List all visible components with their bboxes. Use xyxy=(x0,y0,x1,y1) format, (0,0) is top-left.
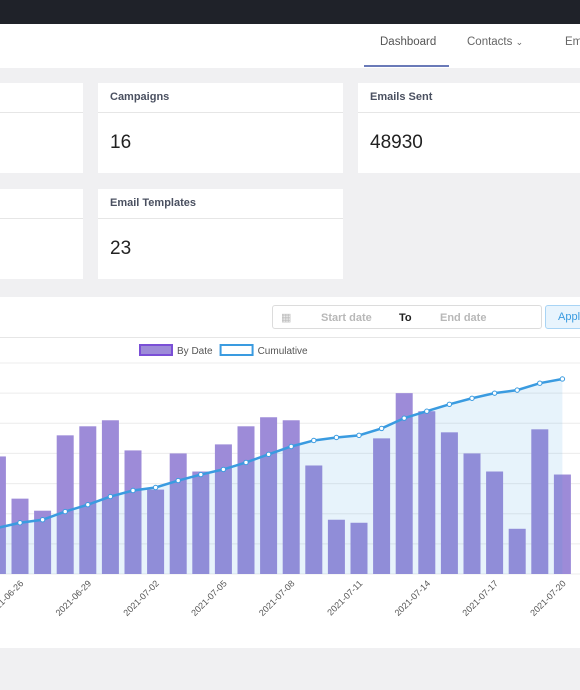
bar xyxy=(531,429,549,574)
bar xyxy=(79,426,97,574)
bar xyxy=(0,456,6,574)
line-point xyxy=(130,487,136,494)
chart: By Date Cumulative 2021-06-26 2021-06-29 202… xyxy=(0,344,580,618)
bar xyxy=(486,471,504,574)
bar xyxy=(395,393,413,574)
card: Emails Sent 48930 xyxy=(358,83,580,173)
nav-item[interactable]: Contacts ⌄ xyxy=(467,36,523,48)
card-value: 16 xyxy=(110,132,132,153)
card xyxy=(0,83,83,173)
bar xyxy=(373,438,391,574)
calendar-icon: ▦ xyxy=(281,312,292,324)
bar xyxy=(124,450,142,574)
x-tick-label: 2021-07-02 xyxy=(121,578,161,618)
bar xyxy=(463,453,481,574)
card-value: 23 xyxy=(110,238,132,259)
x-tick-label: 2021-07-11 xyxy=(325,578,364,617)
line xyxy=(0,377,563,529)
line-point xyxy=(401,415,407,421)
line-point xyxy=(491,390,498,396)
x-tick-label: 2021-06-29 xyxy=(54,578,94,618)
line-point xyxy=(152,484,159,491)
nav-item[interactable]: Em xyxy=(565,36,580,48)
line-point xyxy=(265,451,272,458)
bar xyxy=(56,435,74,574)
legend-label: By Date xyxy=(177,346,213,357)
legend-swatch xyxy=(219,344,254,356)
card-value: 48930 xyxy=(370,132,423,153)
bar xyxy=(282,420,300,574)
card-header xyxy=(0,83,83,113)
line-point xyxy=(17,520,23,526)
line-point xyxy=(39,517,46,523)
nav-bar xyxy=(0,24,580,68)
line-point xyxy=(107,493,114,500)
line-point xyxy=(356,432,362,439)
bar xyxy=(305,465,323,574)
card-title: Email Templates xyxy=(98,189,343,219)
line-point xyxy=(62,508,68,515)
bar xyxy=(327,519,345,574)
bar xyxy=(350,522,368,574)
line-point xyxy=(198,471,204,478)
card: Email Templates 23 xyxy=(98,189,343,279)
bar xyxy=(508,528,526,574)
top-bar xyxy=(0,0,580,24)
line-point xyxy=(175,477,181,484)
card-title: Emails Sent xyxy=(358,83,580,113)
bar xyxy=(553,474,571,574)
bar xyxy=(440,432,458,574)
x-tick-label: 2021-06-26 xyxy=(0,578,25,618)
line-point xyxy=(288,443,294,450)
x-tick-label: 2021-07-08 xyxy=(257,578,297,618)
line-point xyxy=(424,408,430,414)
line-point xyxy=(537,380,543,386)
bar xyxy=(214,444,232,574)
bar xyxy=(169,453,187,574)
line-point xyxy=(333,434,340,441)
bar xyxy=(147,489,165,574)
x-tick-label: 2021-07-20 xyxy=(528,578,568,618)
line-point xyxy=(243,459,249,466)
range-separator: To xyxy=(399,312,412,324)
line-point xyxy=(220,466,227,473)
line-point xyxy=(469,395,475,401)
nav-label: Contacts xyxy=(467,36,513,48)
start-date[interactable]: Start date xyxy=(321,312,372,324)
x-tick-label: 2021-07-14 xyxy=(393,578,433,618)
legend-label: Cumulative xyxy=(258,346,308,357)
divider xyxy=(0,337,580,338)
card-title: Campaigns xyxy=(98,83,343,113)
line-point xyxy=(85,501,91,508)
bar xyxy=(192,471,210,574)
apply-button[interactable]: Apply xyxy=(545,305,580,329)
card-header xyxy=(0,189,83,219)
line-point xyxy=(378,425,385,432)
line-point xyxy=(446,401,453,407)
bar xyxy=(34,510,52,574)
legend-swatch xyxy=(139,344,173,356)
date-range[interactable]: ▦ Start date To End date xyxy=(272,305,542,329)
x-tick-label: 2021-07-17 xyxy=(460,578,500,618)
line-point xyxy=(559,376,566,382)
dropdown-caret: ⌄ xyxy=(515,37,524,47)
line-point xyxy=(311,437,317,444)
card: Campaigns 16 xyxy=(98,83,343,173)
nav-item[interactable]: Dashboard xyxy=(380,36,437,48)
x-tick-label: 2021-07-05 xyxy=(189,578,229,618)
card xyxy=(0,189,83,279)
bar xyxy=(418,411,436,574)
line-point xyxy=(514,387,520,393)
bar xyxy=(11,498,29,574)
line-area xyxy=(0,378,563,574)
end-date[interactable]: End date xyxy=(440,312,487,324)
nav-active-underline xyxy=(364,65,449,67)
